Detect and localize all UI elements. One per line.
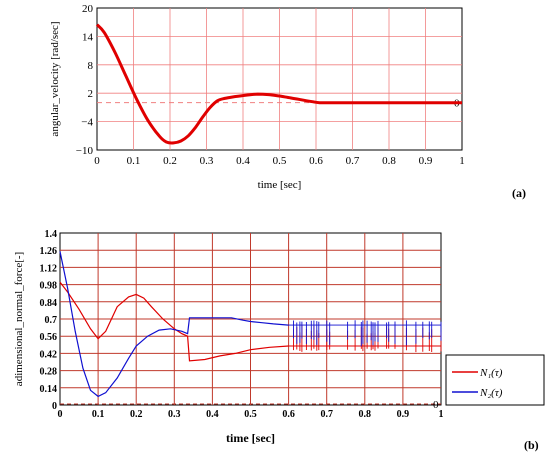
legend-n2-label: N₂(τ) (479, 387, 503, 399)
chart-b-x-axis-label: time [sec] (226, 431, 275, 445)
chart-a-x-tick-label: 1 (459, 155, 465, 167)
chart-b-x-tick-label: 0.4 (206, 409, 219, 420)
chart-a-x-tick-label: 0.3 (200, 155, 214, 167)
chart-b-y-ticks: 0 0.14 0.28 0.42 0.56 0.7 0.84 0.98 1.12 1.26 1.4 (40, 229, 58, 412)
chart-b-x-tick-label: 0.8 (359, 409, 372, 420)
chart-a-x-ticks: 0 0.1 0.2 0.3 0.4 0.5 0.6 0.7 0.8 0.9 1 (94, 155, 465, 167)
chart-a-y-ticks: −10 −4 2 8 14 20 (76, 3, 94, 157)
chart-b-x-tick-label: 0.1 (92, 409, 105, 420)
chart-a-y-tick-label: 8 (88, 60, 94, 72)
chart-b-series-n2-chatter (288, 320, 442, 347)
chart-b-y-tick-label: 0.28 (40, 367, 58, 378)
chart-a-series-angular-velocity (95, 23, 462, 145)
chart-b-panel-label: (b) (524, 438, 539, 452)
chart-b-x-tick-label: 0.6 (282, 409, 295, 420)
chart-b-grid (60, 233, 441, 405)
chart-b-x-ticks: 0 0.1 0.2 0.3 0.4 0.5 0.6 0.7 0.8 0.9 1 (58, 409, 444, 420)
chart-a-x-tick-label: 0.7 (346, 155, 360, 167)
chart-b-x-tick-label: 0 (58, 409, 63, 420)
chart-a-y-tick-label: 14 (82, 31, 94, 43)
chart-b-zero-reference-label: 0 (433, 399, 439, 411)
chart-a-y-tick-label: −10 (76, 145, 94, 157)
chart-b-y-axis-label: adimensional_normal_force[-] (13, 252, 25, 386)
chart-a-y-tick-label: 20 (82, 3, 94, 15)
chart-b-series-n2 (59, 251, 289, 398)
chart-a-x-tick-label: 0.9 (419, 155, 433, 167)
chart-a-x-axis-label: time [sec] (258, 179, 302, 191)
chart-a-x-tick-label: 0.6 (309, 155, 323, 167)
chart-b-y-tick-label: 0.84 (40, 298, 58, 309)
chart-a-y-axis-label: angular_velocity [rad/sec] (49, 21, 61, 136)
chart-b-x-tick-label: 0.7 (320, 409, 333, 420)
chart-b-x-tick-label: 0.5 (244, 409, 257, 420)
chart-a-y-tick-label: −4 (81, 117, 93, 129)
chart-a: 0 0.1 0.2 0.3 0.4 0.5 0.6 0.7 0.8 0.9 1 −10 −4 2 8 14 2… (49, 3, 526, 200)
legend-n1-label: N₁(τ) (479, 367, 503, 379)
chart-a-x-tick-label: 0 (94, 155, 100, 167)
chart-b-y-tick-label: 0.42 (40, 349, 58, 360)
chart-a-x-tick-label: 0.2 (163, 155, 177, 167)
chart-b-x-tick-label: 1 (439, 409, 444, 420)
chart-b-y-tick-label: 0.14 (40, 384, 58, 395)
chart-a-y-tick-label: 2 (88, 88, 94, 100)
chart-b-legend-box (445, 354, 545, 406)
chart-a-x-tick-label: 0.5 (273, 155, 287, 167)
chart-b-x-tick-label: 0.9 (397, 409, 410, 420)
chart-b-y-tick-label: 1.26 (40, 246, 58, 257)
chart-b-series-group (59, 251, 442, 398)
chart-b-x-tick-label: 0.2 (130, 409, 143, 420)
chart-b-y-tick-label: 0 (52, 401, 57, 412)
chart-b: 0 0.1 0.2 0.3 0.4 0.5 0.6 0.7 0.8 0.9 1 00.140.280… (13, 229, 545, 452)
chart-b-series-n1 (59, 281, 289, 362)
chart-b-x-tick-label: 0.3 (168, 409, 181, 420)
chart-a-x-tick-label: 0.1 (127, 155, 141, 167)
chart-b-y-tick-label: 0.98 (40, 281, 58, 292)
chart-a-x-tick-label: 0.8 (382, 155, 396, 167)
chart-b-legend: N₁(τ) N₂(τ) (445, 354, 545, 406)
chart-a-grid (97, 8, 462, 150)
chart-b-y-tick-label: 0.56 (40, 332, 58, 343)
chart-b-y-tick-label: 1.12 (40, 263, 58, 274)
chart-a-panel-label: (a) (512, 186, 526, 200)
chart-b-y-tick-label: 1.4 (45, 229, 58, 240)
chart-b-y-tick-label: 0.7 (45, 315, 58, 326)
chart-a-x-tick-label: 0.4 (236, 155, 250, 167)
